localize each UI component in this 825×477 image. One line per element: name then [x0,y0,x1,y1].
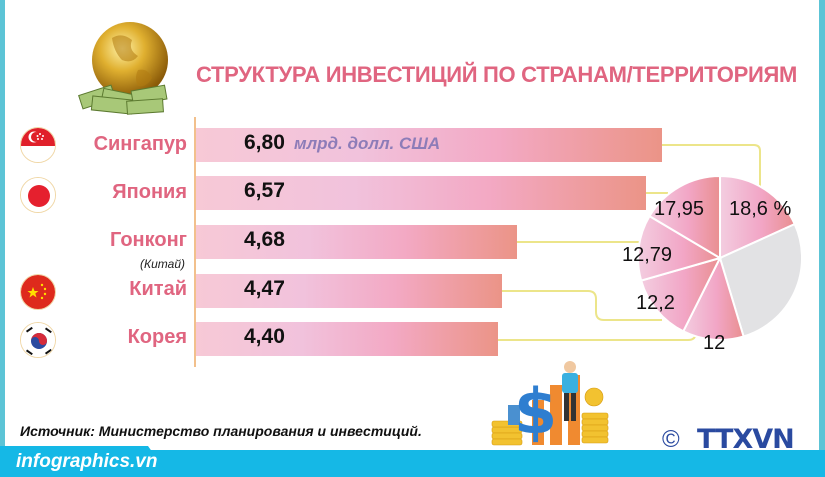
left-frame-border [0,0,5,450]
country-label-china: Китай [129,278,187,300]
footer-tab [0,446,170,477]
source-note: Источник: Министерство планирования и ин… [20,423,422,439]
pie-label-hongkong: 12,79 [622,244,673,266]
bar-value: 4,47 [244,277,285,300]
ttxvn-logo: TTXVN [697,424,795,455]
pie-label-japan: 17,95 [654,198,705,220]
korea-flag-icon [20,322,56,358]
china-flag-icon [20,274,56,310]
bar-unit-label: млрд. долл. США [294,134,441,153]
bar-value: 4,40 [244,325,285,348]
bar-korea: 4,40 [196,322,498,356]
bar-hongkong: 4,68 [196,225,517,259]
singapore-flag-icon [20,127,56,163]
pie-label-singapore: 18,6 % [729,198,792,220]
pie-label-korea: 12 [703,332,726,354]
country-label-japan: Япония [112,181,187,203]
pie-label-china: 12,2 [636,292,675,314]
japan-flag-icon [20,177,56,213]
bar-value: 6,57 [244,179,285,202]
globe-money-icon [78,22,168,115]
bar-axis-line [194,117,196,367]
bar-china: 4,47 [196,274,502,308]
country-label-hongkong: Гонконг [109,229,187,251]
site-link[interactable]: infographics.vn [16,451,158,472]
bar-value: 6,80 [244,131,285,154]
bar-singapore: 6,80 млрд. долл. США [196,128,662,162]
pie-slice-korea [681,255,745,341]
copyright-icon: © [662,426,680,453]
investor-illustration-icon: $ [491,361,609,448]
country-sublabel-hongkong: (Китай) [140,257,185,271]
connector-lines [498,144,761,341]
country-label-singapore: Сингапур [93,133,187,155]
page-title: СТРУКТУРА ИНВЕСТИЦИЙ ПО СТРАНАМ/ТЕРРИТОР… [196,62,798,87]
bar-value: 4,68 [244,228,285,251]
country-label-korea: Корея [127,326,187,348]
right-frame-border [819,0,825,450]
svg-text:$: $ [514,375,557,448]
bar-japan: 6,57 [196,176,646,210]
pie-slice-other [718,222,803,338]
